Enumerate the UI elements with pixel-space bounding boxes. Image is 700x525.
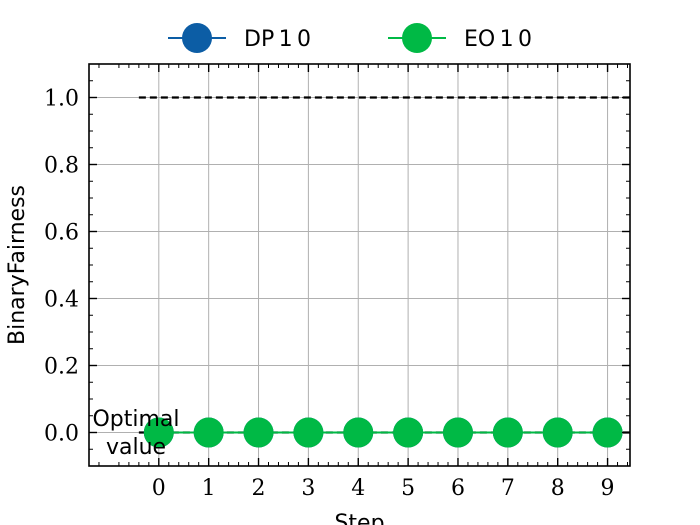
x-tick-label: 5 <box>401 476 415 501</box>
data-point <box>243 417 274 448</box>
x-tick-label: 8 <box>551 476 565 501</box>
y-tick-label: 0.0 <box>44 422 79 447</box>
legend-marker <box>182 23 212 53</box>
y-tick-label: 0.6 <box>44 221 79 246</box>
y-axis-label: BinaryFairness <box>5 185 30 345</box>
grid-lines <box>89 64 630 466</box>
y-tick-label: 1.0 <box>44 87 79 112</box>
y-tick-label: 0.2 <box>44 355 79 380</box>
x-tick-label: 9 <box>601 476 615 501</box>
data-point <box>542 417 573 448</box>
x-tick-label: 4 <box>351 476 365 501</box>
data-series <box>143 417 623 448</box>
legend-label: EO 1 0 <box>464 27 532 52</box>
legend-marker <box>402 23 432 53</box>
data-point <box>143 417 174 448</box>
y-tick-label: 0.4 <box>44 288 79 313</box>
series-EO_1_0 <box>143 417 623 448</box>
x-tick-label: 1 <box>202 476 216 501</box>
data-point <box>592 417 623 448</box>
x-tick-label: 6 <box>451 476 465 501</box>
annotation-line: value <box>106 435 166 460</box>
reference-lines <box>138 96 630 434</box>
axes-frame <box>88 63 631 467</box>
legend-entry: DP 1 0 <box>168 23 311 53</box>
annotation-line: Optimal <box>92 407 179 432</box>
axis-labels: 0 1 2 3 4 5 6 7 8 9 0.0 0.2 0.4 0.6 0.8 1.0 Step BinaryFa… <box>5 87 615 525</box>
data-point <box>343 417 374 448</box>
legend-entry: EO 1 0 <box>388 23 532 53</box>
data-point <box>293 417 324 448</box>
annotations: Optimal value <box>92 407 179 460</box>
x-tick-label: 7 <box>501 476 515 501</box>
legend: DP 1 0 EO 1 0 <box>168 23 532 53</box>
data-point <box>393 417 424 448</box>
x-tick-label: 2 <box>252 476 266 501</box>
x-tick-label: 3 <box>301 476 315 501</box>
x-tick-label: 0 <box>152 476 166 501</box>
data-point <box>193 417 224 448</box>
data-point <box>492 417 523 448</box>
axis-ticks <box>89 64 630 466</box>
plot-frame <box>88 63 631 467</box>
legend-label: DP 1 0 <box>244 27 311 52</box>
y-tick-label: 0.8 <box>44 154 79 179</box>
x-axis-label: Step <box>334 511 384 525</box>
data-point <box>442 417 473 448</box>
